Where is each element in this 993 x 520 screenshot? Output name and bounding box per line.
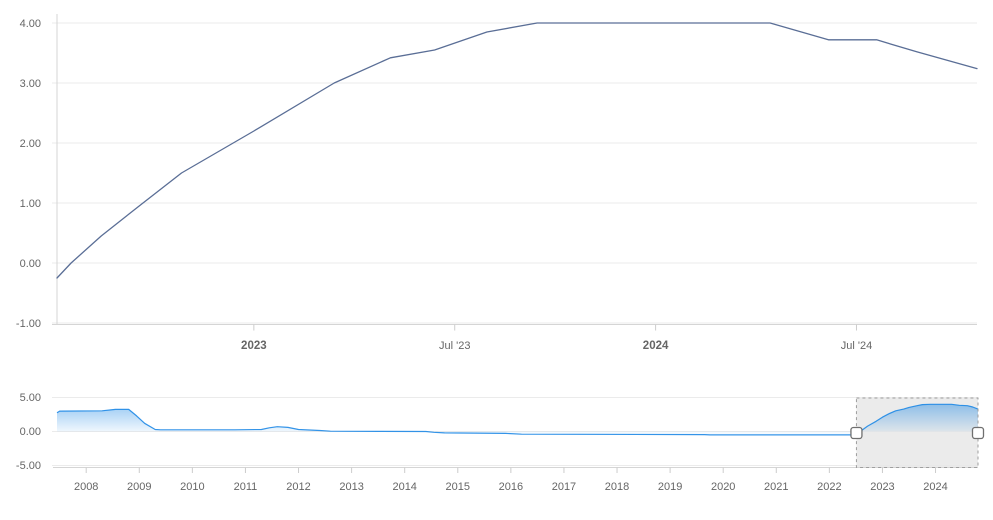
nav-x-tick-label: 2022 xyxy=(817,481,841,493)
nav-x-tick-label: 2017 xyxy=(552,481,576,493)
nav-x-tick-label: 2019 xyxy=(658,481,682,493)
main-y-tick-label: 2.00 xyxy=(20,138,41,150)
main-series-line xyxy=(56,22,978,279)
nav-y-tick-label: 0.00 xyxy=(20,426,41,438)
main-x-tick-label: 2024 xyxy=(643,340,669,352)
nav-y-tick-label: 5.00 xyxy=(20,392,41,404)
main-y-tick-label: 4.00 xyxy=(20,18,41,30)
main-x-tick-label: Jul '24 xyxy=(841,340,872,352)
main-y-tick-label: -1.00 xyxy=(16,318,41,330)
navigator-chart[interactable]: 5.00 0.00 -5.00 2008 2009 2010 2011 2012 2013 201… xyxy=(0,365,993,520)
nav-x-tick-label: 2016 xyxy=(499,481,523,493)
nav-x-tick-label: 2009 xyxy=(127,481,151,493)
nav-x-tick-label: 2015 xyxy=(446,481,470,493)
nav-x-tick-label: 2012 xyxy=(286,481,310,493)
nav-series-line xyxy=(56,403,979,436)
nav-x-tick-label: 2011 xyxy=(234,481,258,493)
nav-x-tick-label: 2010 xyxy=(180,481,204,493)
main-x-tick-label: Jul '23 xyxy=(439,340,470,352)
nav-x-tick-label: 2024 xyxy=(923,481,947,493)
main-y-tick-label: 0.00 xyxy=(20,258,41,270)
nav-x-tick-label: 2021 xyxy=(764,481,788,493)
nav-x-tick-label: 2014 xyxy=(392,481,416,493)
main-x-tick-label: 2023 xyxy=(241,340,267,352)
navigator-handle-right[interactable] xyxy=(971,426,985,440)
nav-y-tick-label: -5.00 xyxy=(16,460,41,472)
nav-x-tick-label: 2023 xyxy=(870,481,894,493)
nav-x-tick-label: 2013 xyxy=(339,481,363,493)
nav-x-tick-label: 2008 xyxy=(74,481,98,493)
nav-x-tick-label: 2020 xyxy=(711,481,735,493)
main-chart[interactable]: 4.00 3.00 2.00 1.00 0.00 -1.00 2023 Jul '23 2024… xyxy=(0,0,993,365)
main-y-tick-label: 3.00 xyxy=(20,78,41,90)
nav-x-tick-label: 2018 xyxy=(605,481,629,493)
navigator-handle-left[interactable] xyxy=(850,426,863,440)
main-y-tick-label: 1.00 xyxy=(20,198,41,210)
